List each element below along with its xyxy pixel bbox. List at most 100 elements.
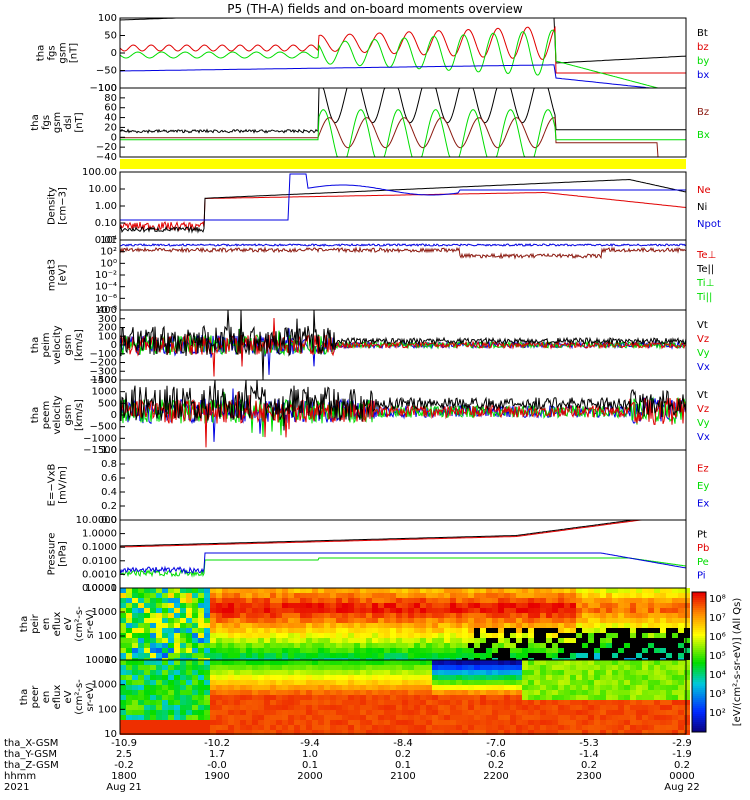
spectrogram-cell	[246, 720, 252, 725]
spectrogram-cell	[558, 665, 564, 670]
spectrogram-cell	[390, 623, 396, 628]
spectrogram-cell	[666, 618, 672, 623]
spectrogram-cell	[294, 715, 300, 720]
spectrogram-cell	[258, 618, 264, 623]
spectrogram-cell	[594, 633, 600, 638]
spectrogram-cell	[576, 613, 582, 618]
spectrogram-cell	[246, 715, 252, 720]
spectrogram-cell	[312, 613, 318, 618]
ytick-label: 10	[104, 655, 117, 666]
spectrogram-cell	[402, 660, 408, 665]
spectrogram-cell	[552, 618, 558, 623]
spectrogram-cell	[366, 628, 372, 633]
spectrogram-cell	[504, 715, 510, 720]
spectrogram-cell	[126, 695, 132, 700]
spectrogram-cell	[198, 725, 204, 730]
spectrogram-cell	[390, 588, 396, 593]
spectrogram-cell	[162, 720, 168, 725]
spectrogram-cell	[150, 710, 156, 715]
spectrogram-cell	[348, 598, 354, 603]
spectrogram-cell	[330, 675, 336, 680]
spectrogram-cell	[588, 705, 594, 710]
spectrogram-cell	[456, 598, 462, 603]
spectrogram-cell	[672, 608, 678, 613]
spectrogram-cell	[282, 588, 288, 593]
spectrogram-cell	[306, 598, 312, 603]
spectrogram-cell	[582, 670, 588, 675]
spectrogram-cell	[486, 648, 492, 653]
spectrogram-cell	[618, 603, 624, 608]
spectrogram-cell	[504, 638, 510, 643]
spectrogram-cell	[456, 705, 462, 710]
spectrogram-cell	[660, 710, 666, 715]
spectrogram-cell	[672, 660, 678, 665]
spectrogram-cell	[618, 588, 624, 593]
spectrogram-cell	[546, 643, 552, 648]
spectrogram-cell	[504, 685, 510, 690]
spectrogram-cell	[222, 675, 228, 680]
spectrogram-cell	[564, 633, 570, 638]
spectrogram-cell	[186, 653, 192, 658]
spectrogram-cell	[168, 653, 174, 658]
spectrogram-cell	[654, 725, 660, 730]
spectrogram-cell	[324, 653, 330, 658]
spectrogram-cell	[258, 670, 264, 675]
spectrogram-cell	[528, 730, 534, 735]
spectrogram-cell	[456, 725, 462, 730]
spectrogram-cell	[570, 643, 576, 648]
spectrogram-cell	[396, 633, 402, 638]
spectrogram-cell	[534, 618, 540, 623]
spectrogram-cell	[216, 628, 222, 633]
spectrogram-cell	[156, 685, 162, 690]
spectrogram-cell	[468, 598, 474, 603]
spectrogram-cell	[222, 638, 228, 643]
spectrogram-cell	[642, 680, 648, 685]
spectrogram-cell	[174, 675, 180, 680]
spectrogram-cell	[684, 730, 690, 735]
spectrogram-cell	[234, 603, 240, 608]
spectrogram-cell	[180, 695, 186, 700]
spectrogram-cell	[414, 593, 420, 598]
spectrogram-cell	[180, 665, 186, 670]
spectrogram-cell	[540, 730, 546, 735]
spectrogram-cell	[210, 720, 216, 725]
spectrogram-cell	[522, 725, 528, 730]
spectrogram-cell	[612, 695, 618, 700]
spectrogram-cell	[660, 598, 666, 603]
spectrogram-cell	[234, 638, 240, 643]
series-pt	[119, 519, 686, 547]
spectrogram-cell	[156, 603, 162, 608]
spectrogram-cell	[516, 705, 522, 710]
spectrogram-cell	[630, 608, 636, 613]
spectrogram-cell	[606, 680, 612, 685]
spectrogram-cell	[264, 623, 270, 628]
spectrogram-cell	[306, 710, 312, 715]
spectrogram-cell	[384, 593, 390, 598]
spectrogram-cell	[222, 725, 228, 730]
spectrogram-cell	[258, 720, 264, 725]
spectrogram-cell	[294, 623, 300, 628]
spectrogram-cell	[462, 628, 468, 633]
spectrogram-cell	[558, 653, 564, 658]
spectrogram-cell	[654, 598, 660, 603]
spectrogram-cell	[294, 730, 300, 735]
spectrogram-cell	[480, 608, 486, 613]
spectrogram-cell	[582, 730, 588, 735]
spectrogram-cell	[120, 613, 126, 618]
spectrogram-cell	[504, 618, 510, 623]
spectrogram-cell	[618, 690, 624, 695]
spectrogram-cell	[258, 685, 264, 690]
spectrogram-cell	[120, 730, 126, 735]
ylabel-line: E=−VxB	[47, 464, 58, 507]
spectrogram-cell	[450, 700, 456, 705]
spectrogram-cell	[240, 710, 246, 715]
spectrogram-cell	[174, 700, 180, 705]
spectrogram-cell	[312, 670, 318, 675]
spectrogram-cell	[516, 603, 522, 608]
spectrogram-cell	[450, 613, 456, 618]
spectrogram-cell	[162, 695, 168, 700]
spectrogram-cell	[288, 725, 294, 730]
spectrogram-cell	[168, 660, 174, 665]
spectrogram-cell	[162, 653, 168, 658]
spectrogram-cell	[558, 670, 564, 675]
